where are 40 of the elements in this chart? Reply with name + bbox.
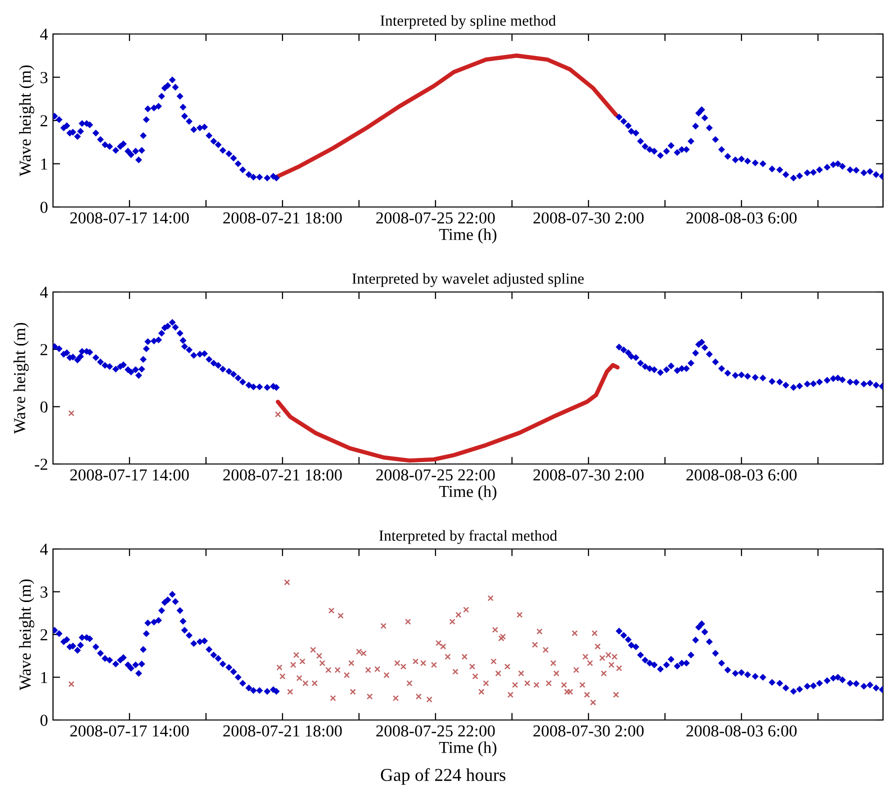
- y-tick-label: 2: [40, 629, 48, 640]
- x-tick-label: 2008-07-25 22:00: [376, 469, 495, 481]
- y-tick-label: 3: [40, 586, 48, 598]
- y-tick-label: 0: [40, 401, 48, 413]
- x-tick-label: 2008-07-30 2:00: [533, 469, 644, 481]
- x-tick-label: 2008-07-21 18:00: [223, 212, 342, 224]
- y-tick-label: 4: [40, 28, 48, 40]
- text: Gap of 224 hours: [380, 768, 506, 785]
- x-tick-label: 2008-08-03 6:00: [686, 469, 797, 481]
- x-tick-label: 2008-07-21 18:00: [223, 469, 342, 481]
- x-axis-title: Time (h): [439, 228, 496, 244]
- chart-title: Interpreted by wavelet adjusted spline: [352, 273, 584, 287]
- chart-title: Interpreted by spline method: [380, 15, 556, 29]
- x-tick-label: 2008-07-30 2:00: [533, 212, 644, 224]
- y-tick-label: 4: [40, 286, 48, 298]
- x-tick-label: 2008-07-30 2:00: [533, 725, 644, 737]
- x-tick-label: 2008-07-17 14:00: [70, 725, 189, 737]
- y-tick-label: 1: [41, 672, 48, 684]
- chart-title: Interpreted by fractal method: [379, 530, 558, 544]
- x-tick-label: 2008-07-25 22:00: [376, 212, 495, 224]
- x-tick-label: 2008-07-17 14:00: [70, 212, 189, 224]
- x-tick-label: 2008-07-21 18:00: [223, 725, 342, 737]
- y-axis-title: Wave height (m): [19, 65, 34, 176]
- y-tick-label: 2: [40, 344, 48, 356]
- y-tick-label: 2: [40, 115, 48, 126]
- y-tick-label: 1: [41, 158, 48, 170]
- y-tick-label: 0: [40, 714, 48, 726]
- x-axis-title: Time (h): [439, 485, 496, 500]
- x-tick-label: 2008-07-17 14:00: [70, 469, 189, 481]
- y-tick-label: 0: [40, 202, 48, 213]
- x-tick-label: 2008-07-25 22:00: [376, 725, 495, 737]
- x-axis-title: Time (h): [439, 741, 496, 756]
- y-tick-label: 3: [40, 72, 48, 84]
- y-axis-title: Wave height (m): [19, 579, 34, 690]
- line-series: [276, 363, 620, 463]
- x-tick-label: 2008-08-03 6:00: [686, 725, 797, 737]
- x-tick-label: 2008-08-03 6:00: [686, 212, 797, 224]
- y-tick-label: 4: [40, 544, 48, 555]
- y-axis-title: Wave height (m): [14, 322, 29, 434]
- y-tick-label: -2: [34, 458, 48, 470]
